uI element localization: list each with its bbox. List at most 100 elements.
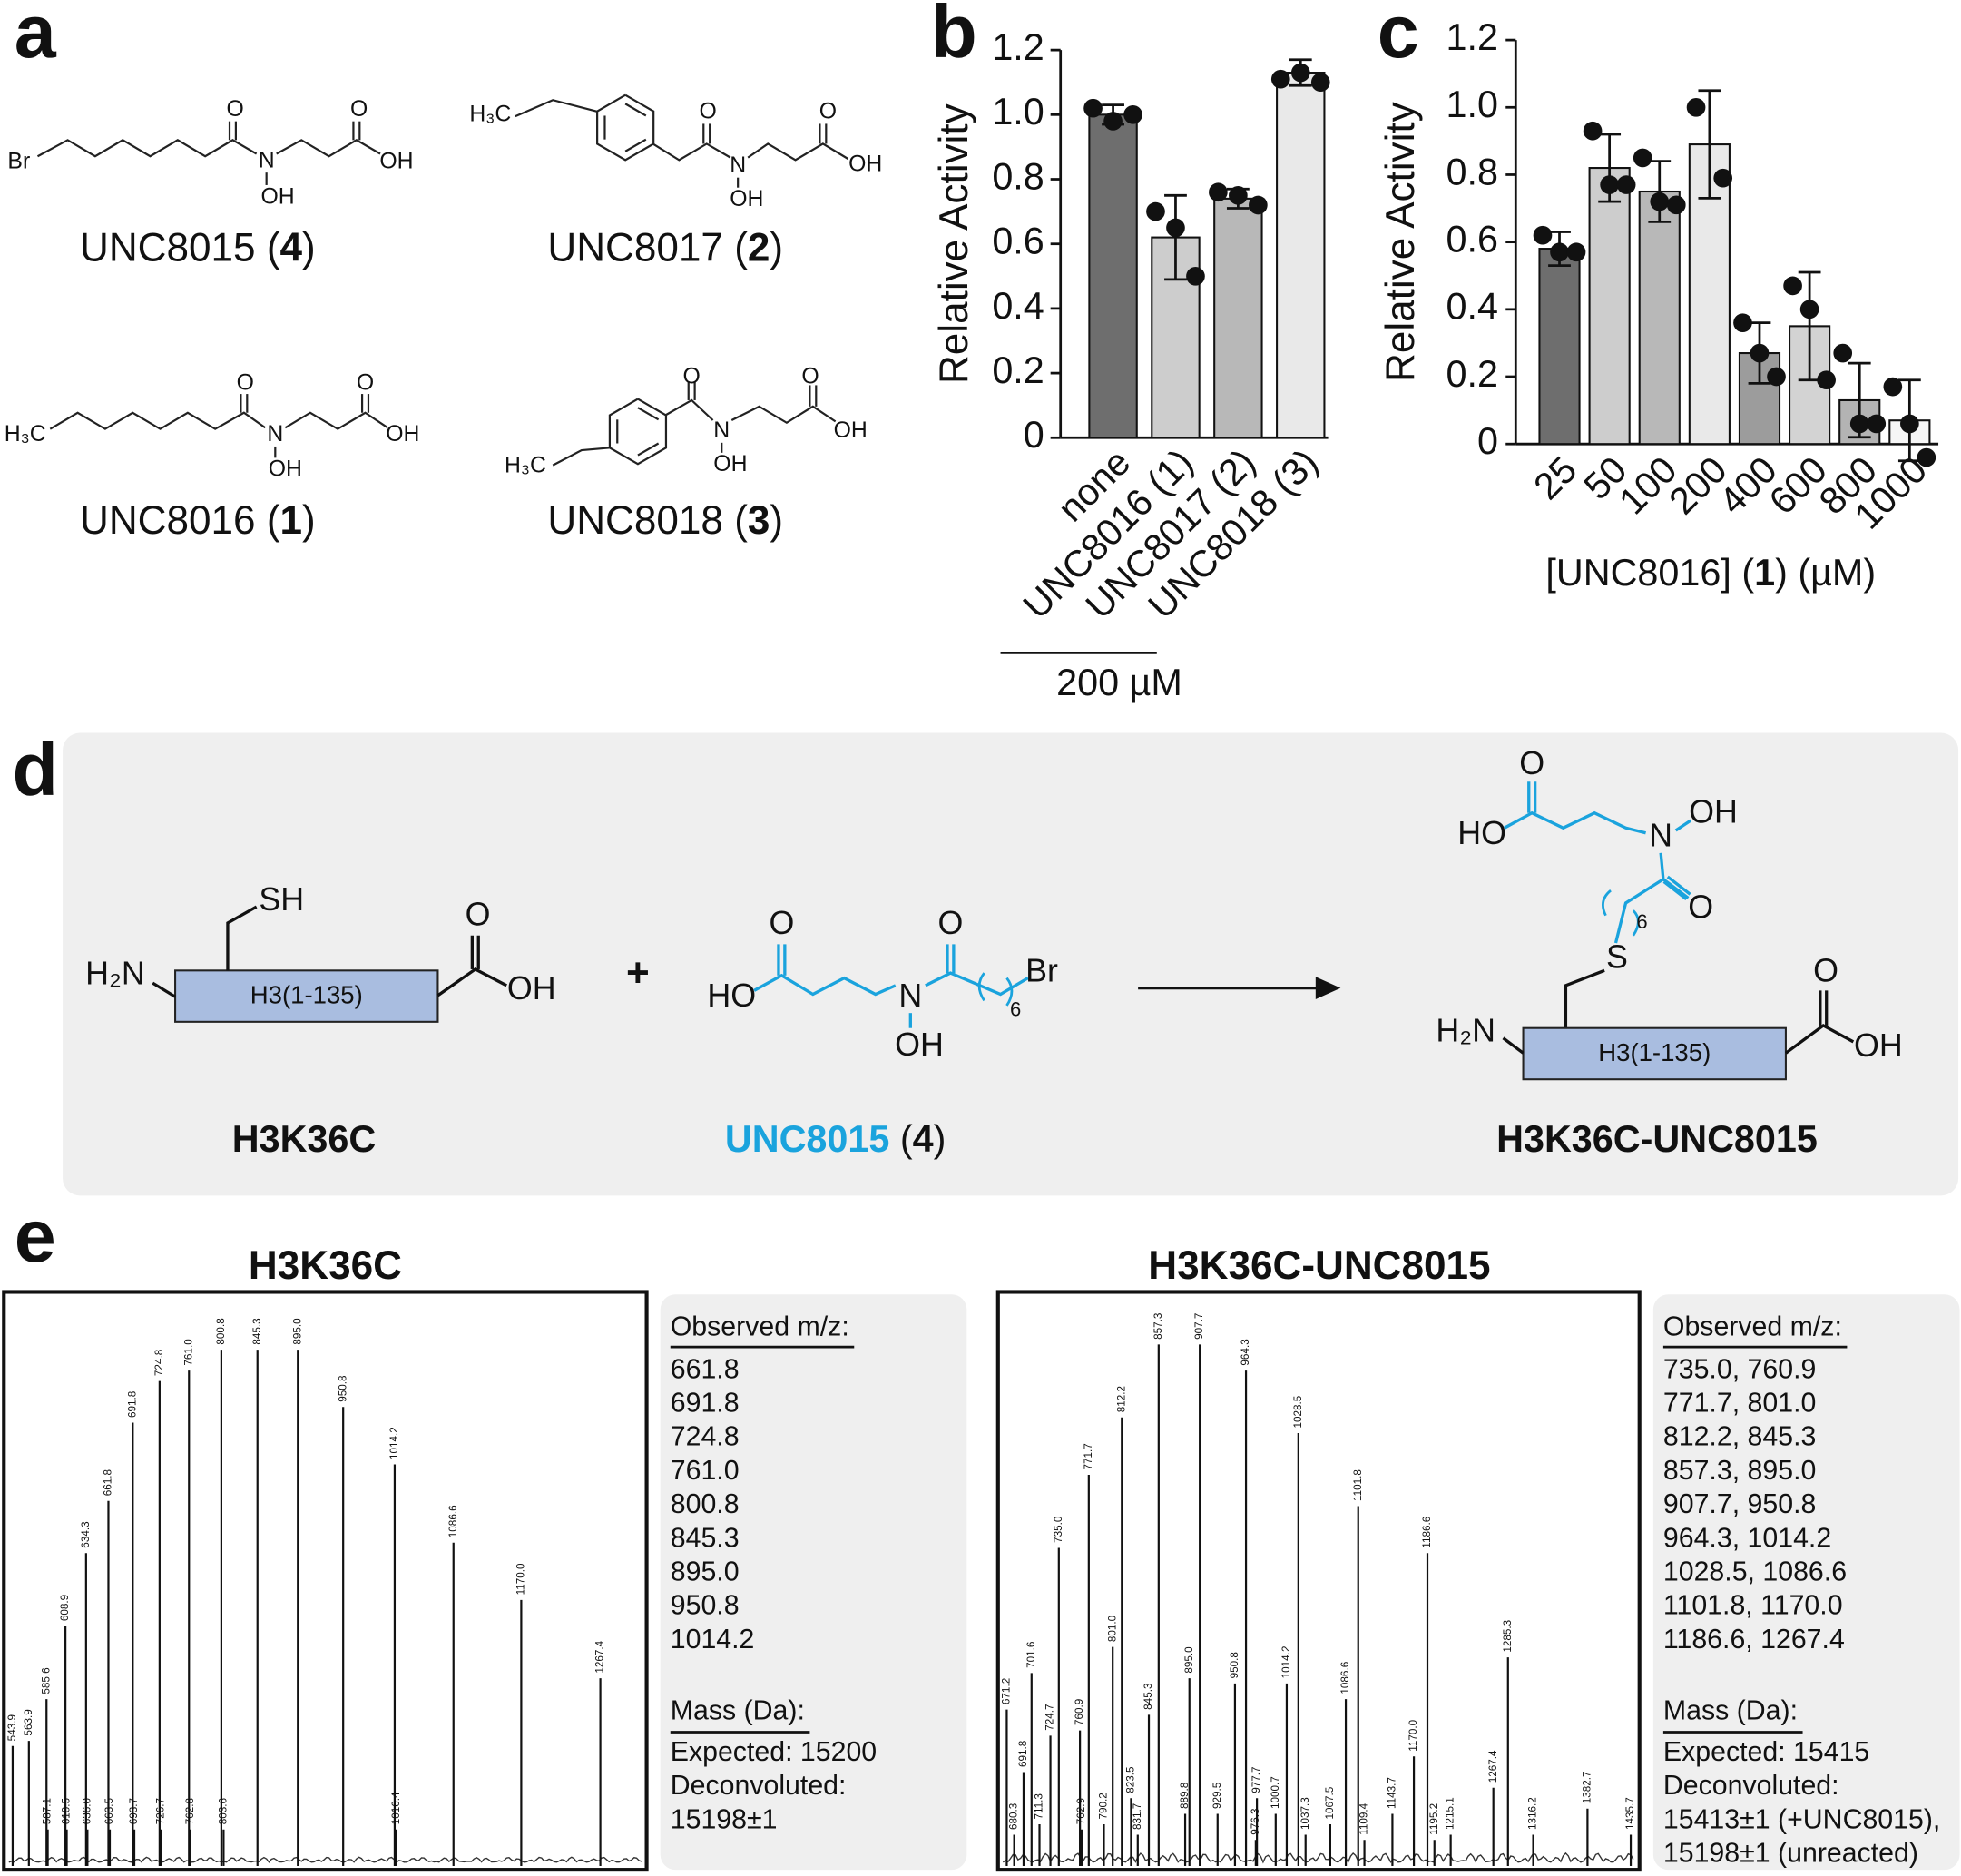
info-line: 1028.5, 1086.6 [1663,1557,1847,1587]
atom-label: O [237,371,254,396]
atom-label: O [1519,745,1544,781]
peak-label: 845.3 [1142,1684,1154,1710]
info-line: 1014.2 [671,1625,755,1655]
atom-label: O [683,365,701,389]
peak-label: 964.3 [1240,1339,1251,1365]
atom-label: O [937,905,963,941]
data-point [1533,225,1553,245]
peak-label: 1267.4 [1487,1750,1499,1783]
peak-label: 680.3 [1008,1803,1020,1830]
arrow-head [1315,977,1341,1000]
data-point [1900,414,1919,434]
label-part: UNC8017 ( [547,225,748,270]
atom-label: O [769,905,794,941]
atom-label: OH [386,422,419,447]
bar [1538,248,1581,446]
peak-label: 701.6 [1025,1642,1037,1668]
peak-label: 1316.2 [1527,1797,1539,1830]
peak-label: 634.3 [80,1521,92,1547]
data-point [1849,414,1869,434]
atom-label: N [713,418,730,443]
bond [284,411,388,430]
peak-label: 1028.5 [1292,1395,1304,1428]
atom-label: Br [7,150,30,174]
peak-label: 857.3 [1152,1313,1164,1340]
data-point [1767,367,1786,387]
atom-label: N [267,422,283,447]
peak-label: 1285.3 [1502,1620,1514,1653]
label-part: ) [770,225,783,270]
label: UNC8016 (1) [80,498,316,543]
spectrum-frame [995,1290,1642,1872]
label-part: ) [302,498,316,543]
peak-label: 771.7 [1083,1443,1094,1469]
data-point [1666,195,1686,215]
atom-label: OH [269,457,302,482]
data-point [1686,97,1706,117]
error-bar [1698,89,1721,200]
y-tick-label: 0 [1024,414,1044,456]
y-tick-label: 0.4 [992,285,1044,327]
panel-letter: c [1378,0,1419,74]
peak-label: 1101.8 [1352,1469,1364,1501]
peak-label: 543.9 [6,1714,18,1741]
data-point [1883,377,1903,397]
bond [552,447,611,467]
y-tick-label: 0.6 [992,221,1044,262]
bar [1088,113,1138,439]
label-part: ) (µM) [1775,552,1876,594]
peak-label: 760.9 [1074,1699,1085,1725]
label-part: ) [770,498,783,543]
atom-label: OH [507,970,556,1007]
bond [652,142,731,162]
error-bar [1648,160,1672,223]
bond [596,93,655,162]
data-point [1146,201,1165,221]
atom-label: N [1649,818,1672,854]
peak-label: 1267.4 [594,1640,606,1673]
data-point [1917,447,1936,467]
peak-label: 1014.2 [388,1427,400,1459]
atom-label: O [227,97,244,122]
info-line: 691.8 [671,1388,740,1418]
peak-label: 636.0 [81,1797,93,1824]
data-point [1310,73,1330,93]
info-line: 15413±1 (+UNC8015), [1663,1804,1940,1834]
bar [1588,167,1631,446]
info-line: Deconvoluted: [671,1771,847,1801]
label-part: 2 [748,225,770,270]
info-line: 950.8 [671,1591,740,1621]
peak-label: 691.8 [126,1391,138,1418]
atom-label: Br [1025,953,1058,989]
info-heading: Mass (Da): [671,1695,805,1725]
data-point [1733,313,1752,332]
data-point [1566,242,1586,262]
data-point [1166,218,1185,238]
label: UNC8015 (4) [80,225,316,270]
atom-label: O [819,100,837,124]
data-point [1867,414,1887,434]
peak-label: 1170.0 [1407,1719,1419,1751]
data-point [1103,112,1123,131]
bond [925,971,1029,997]
peak-label: 661.8 [103,1469,114,1496]
data-point [1270,69,1290,89]
atom-label: H₂N [1436,1013,1495,1049]
spectrum-title: H3K36C-UNC8015 [1148,1243,1490,1288]
bond [436,967,508,997]
bond [226,905,258,971]
label-part: UNC8016 ( [80,498,280,543]
atom-label: O [1813,953,1838,989]
compound-label: H3K36C-UNC8015 [1496,1118,1818,1160]
info-line: 812.2, 845.3 [1663,1422,1816,1452]
peak-label: 608.9 [59,1595,71,1621]
y-tick-label: 0.2 [1446,353,1498,395]
peak-label: 663.5 [103,1797,115,1824]
bond [747,142,848,162]
data-point [1550,242,1569,262]
y-tick-label: 0.8 [1446,151,1498,192]
y-tick-label: 1.0 [992,91,1044,133]
protein-box [1522,1026,1787,1081]
data-point [1633,148,1652,168]
